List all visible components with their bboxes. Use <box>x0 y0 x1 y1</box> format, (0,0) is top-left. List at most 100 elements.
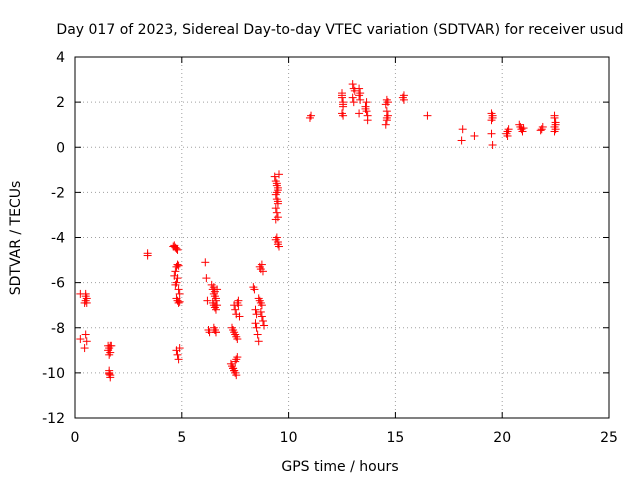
data-point <box>423 111 432 120</box>
data-point <box>105 344 114 353</box>
x-tick-label: 5 <box>177 430 186 446</box>
y-tick-label: -12 <box>42 411 65 427</box>
data-point <box>488 140 497 149</box>
data-point <box>234 301 243 310</box>
data-point <box>518 127 527 136</box>
data-point <box>339 102 348 111</box>
data-point <box>106 348 115 357</box>
grid-layer <box>75 57 609 418</box>
data-point <box>361 104 370 113</box>
data-point <box>458 125 467 134</box>
data-point <box>274 242 283 251</box>
data-point <box>502 129 511 138</box>
y-tick-label: -10 <box>42 366 65 382</box>
y-tick-label: 4 <box>56 50 65 66</box>
data-point <box>338 109 346 118</box>
data-point <box>82 298 91 307</box>
data-point <box>382 95 391 104</box>
data-point <box>550 111 559 120</box>
data-point <box>256 307 265 316</box>
data-point <box>251 305 260 314</box>
data-point <box>105 366 114 375</box>
data-point <box>254 337 263 346</box>
data-point <box>171 243 180 252</box>
data-point <box>252 323 261 332</box>
data-point <box>173 350 182 359</box>
x-tick-label: 0 <box>71 430 80 446</box>
data-point <box>107 341 116 350</box>
y-tick-label: -2 <box>51 185 65 201</box>
data-point <box>470 131 479 140</box>
data-point <box>174 261 183 270</box>
data-point <box>349 98 358 107</box>
data-point <box>271 235 280 244</box>
data-point <box>172 262 181 271</box>
data-point <box>175 289 184 298</box>
data-point <box>355 109 364 118</box>
data-point <box>171 267 180 276</box>
data-point <box>348 80 357 89</box>
y-tick-label: -6 <box>51 276 65 292</box>
data-point <box>211 296 220 305</box>
data-point <box>172 244 181 253</box>
data-point <box>519 124 528 133</box>
data-point <box>273 197 282 206</box>
data-point <box>270 172 279 181</box>
chart-title: Day 017 of 2023, Sidereal Day-to-day VTE… <box>56 22 623 38</box>
data-point <box>173 245 182 254</box>
data-point <box>356 89 365 98</box>
data-point <box>249 283 258 292</box>
data-point <box>350 86 359 95</box>
x-tick-label: 10 <box>280 430 298 446</box>
data-point <box>231 305 240 314</box>
data-point <box>143 251 152 260</box>
data-point <box>211 305 220 314</box>
data-point <box>81 330 90 339</box>
data-point <box>362 107 371 116</box>
data-point <box>257 312 266 321</box>
data-point <box>174 285 183 294</box>
data-point <box>382 113 391 122</box>
data-point <box>356 95 365 104</box>
data-point <box>232 355 241 364</box>
data-point <box>256 298 265 307</box>
data-point <box>173 296 182 305</box>
data-point <box>381 120 390 129</box>
data-point <box>106 373 115 382</box>
data-point <box>517 125 526 134</box>
data-point <box>210 303 219 312</box>
x-tick-label: 25 <box>600 430 618 446</box>
data-point <box>339 111 348 120</box>
data-point <box>210 326 219 335</box>
data-point <box>307 111 316 120</box>
data-point <box>272 179 281 188</box>
data-point <box>175 297 184 306</box>
data-point <box>213 285 222 294</box>
x-axis-label: GPS time / hours <box>281 459 398 475</box>
data-point <box>383 111 392 120</box>
data-point <box>504 125 513 134</box>
data-point <box>76 335 85 344</box>
data-point <box>201 258 210 267</box>
data-point <box>363 116 372 125</box>
data-point <box>355 84 364 93</box>
data-point <box>213 301 222 310</box>
data-point <box>235 312 244 321</box>
data-point <box>252 310 261 319</box>
y-tick-label: -4 <box>51 231 65 247</box>
data-point <box>551 118 560 127</box>
data-point <box>272 233 281 242</box>
data-point <box>173 274 182 283</box>
data-point <box>81 289 90 298</box>
data-point <box>381 100 390 109</box>
data-point <box>255 296 264 305</box>
data-point <box>202 274 211 283</box>
data-point <box>233 353 242 362</box>
data-point <box>257 260 266 269</box>
x-tick-label: 15 <box>386 430 404 446</box>
data-point <box>256 265 265 274</box>
tick-layer: 0 5 10 15 20 25 -12 -10 -8 -6 -4 -2 0 2 4 <box>42 50 618 446</box>
data-point <box>209 323 218 332</box>
data-point <box>230 366 239 375</box>
